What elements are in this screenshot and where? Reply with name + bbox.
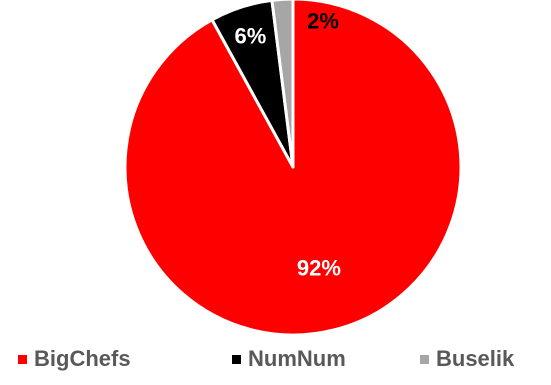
chart-legend: BigChefs NumNum Buselik xyxy=(0,342,551,376)
legend-label-buselik: Buselik xyxy=(436,346,515,371)
legend-item-buselik: Buselik xyxy=(420,342,514,376)
legend-marker-buselik xyxy=(420,354,429,364)
legend-label-bigchefs: BigChefs xyxy=(34,346,131,371)
legend-marker-bigchefs xyxy=(18,354,27,364)
data-label-buselik: 2% xyxy=(307,9,339,34)
legend-label-numnum: NumNum xyxy=(248,346,346,371)
legend-item-bigchefs: BigChefs xyxy=(18,342,131,376)
legend-item-numnum: NumNum xyxy=(232,342,346,376)
pie-slice-buselik xyxy=(270,0,295,169)
data-label-numnum: 6% xyxy=(235,23,267,48)
pie-data-labels: 92% 6% 2% xyxy=(235,9,341,281)
legend-marker-numnum xyxy=(232,354,241,364)
pie-slices xyxy=(123,0,463,337)
data-label-bigchefs: 92% xyxy=(297,255,341,280)
